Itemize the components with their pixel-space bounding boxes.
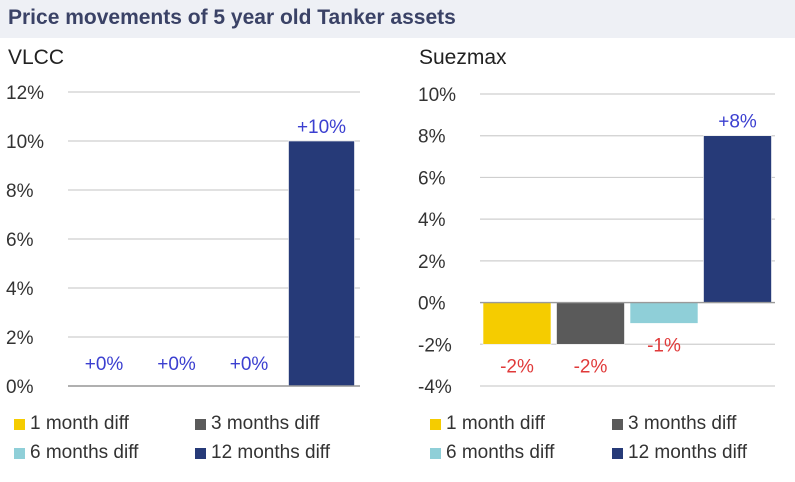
y-tick-label: 6% xyxy=(418,168,446,189)
legend-item: 12 months diff xyxy=(612,442,747,464)
y-tick-label: 2% xyxy=(418,252,446,273)
legend-label: 12 months diff xyxy=(628,442,748,463)
bar xyxy=(288,140,355,387)
data-label: -2% xyxy=(500,356,534,377)
bar xyxy=(482,302,552,345)
legend-item: 6 months diff xyxy=(14,442,138,464)
legend-swatch xyxy=(430,447,441,459)
legend-swatch xyxy=(14,418,25,430)
data-label: +8% xyxy=(718,112,757,133)
bar xyxy=(556,302,625,345)
legend-item: 12 months diff xyxy=(195,442,330,464)
y-tick-label: 6% xyxy=(6,230,34,251)
legend-label: 1 month diff xyxy=(30,413,129,434)
y-tick-label: 4% xyxy=(418,210,446,231)
y-tick-label: 12% xyxy=(6,83,44,104)
legend-label: 3 months diff xyxy=(628,413,737,434)
legend-item: 3 months diff xyxy=(195,413,319,435)
legend-label: 12 months diff xyxy=(211,442,331,463)
legend-swatch xyxy=(612,447,623,459)
y-tick-label: 8% xyxy=(418,127,446,148)
data-label: +10% xyxy=(297,117,346,138)
legend-item: 6 months diff xyxy=(430,442,554,464)
legend-swatch xyxy=(195,418,206,430)
legend-swatch xyxy=(14,447,25,459)
legend-label: 3 months diff xyxy=(211,413,320,434)
y-tick-label: 10% xyxy=(418,85,456,106)
y-tick-label: 4% xyxy=(6,279,34,300)
legend-swatch xyxy=(195,447,206,459)
y-tick-label: -2% xyxy=(418,335,452,356)
legend-item: 1 month diff xyxy=(14,413,129,435)
y-tick-label: 10% xyxy=(6,132,44,153)
legend-label: 6 months diff xyxy=(446,442,555,463)
legend-swatch xyxy=(612,418,623,430)
vlcc-chart-title: VLCC xyxy=(8,46,65,69)
y-tick-label: 2% xyxy=(6,328,34,349)
legend-item: 3 months diff xyxy=(612,413,736,435)
legend-label: 6 months diff xyxy=(30,442,139,463)
data-label: +0% xyxy=(230,354,269,375)
y-tick-label: 8% xyxy=(6,181,34,202)
suezmax-chart-title: Suezmax xyxy=(419,46,507,69)
legend-label: 1 month diff xyxy=(446,413,545,434)
y-tick-label: -4% xyxy=(418,377,452,398)
page-title: Price movements of 5 year old Tanker ass… xyxy=(8,6,456,29)
data-label: +0% xyxy=(85,354,124,375)
bar xyxy=(629,302,699,324)
data-label: -2% xyxy=(574,356,608,377)
legend-item: 1 month diff xyxy=(430,413,545,435)
y-tick-label: 0% xyxy=(6,377,34,398)
y-tick-label: 0% xyxy=(418,294,446,315)
data-label: +0% xyxy=(157,354,196,375)
legend-swatch xyxy=(430,418,441,430)
bar xyxy=(703,135,772,303)
data-label: -1% xyxy=(647,335,681,356)
header-band xyxy=(0,0,795,38)
